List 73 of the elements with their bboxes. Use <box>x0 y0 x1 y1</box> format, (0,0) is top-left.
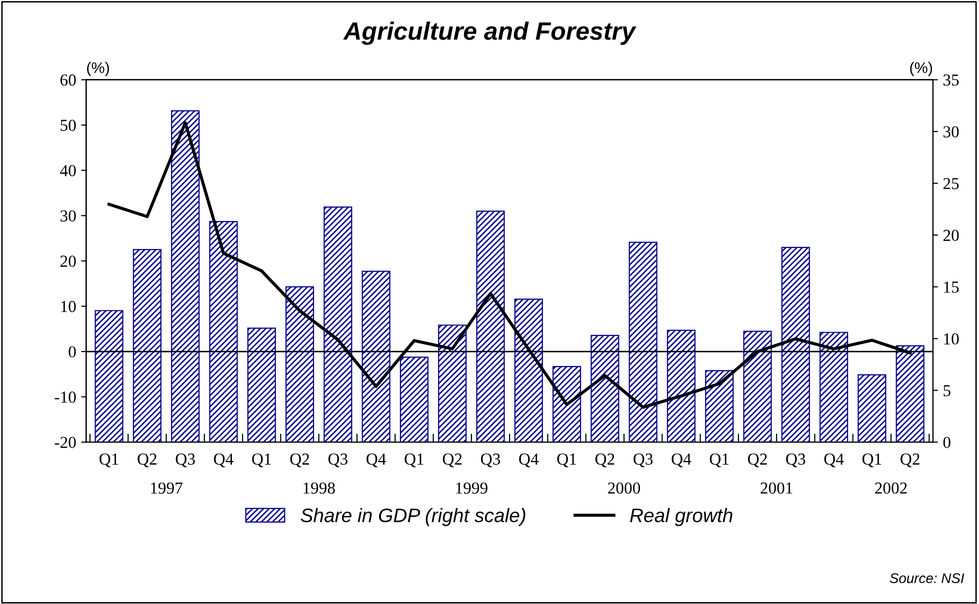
text: 2002 <box>875 482 907 494</box>
x-tick-label: Q2 <box>900 454 920 468</box>
bar <box>132 248 162 442</box>
y-tick-label: 60 <box>60 74 76 86</box>
y-tick-label: -20 <box>54 436 76 448</box>
x-tick-label: Q1 <box>404 454 424 468</box>
y-tick-label: -10 <box>54 392 76 403</box>
y-axis-title: (%) <box>87 62 109 76</box>
y-tick-label: 50 <box>60 120 76 131</box>
bar <box>705 370 734 442</box>
x-tick-label: Q4 <box>672 454 692 468</box>
bar <box>438 324 467 442</box>
x-tick-label: Q1 <box>252 454 271 468</box>
bar <box>324 206 352 442</box>
text: 2001 <box>760 482 792 494</box>
x-tick-label: Q4 <box>214 454 234 468</box>
x-tick-label: Q1 <box>557 454 576 468</box>
y2-tick-label: 10 <box>944 333 959 345</box>
x-tick-label: Q4 <box>519 454 539 468</box>
y2-tick-label: 0 <box>943 436 950 448</box>
text: 1997 <box>151 482 182 494</box>
x-tick-label: Q3 <box>176 454 195 468</box>
x-tick-label: Q3 <box>786 454 806 468</box>
legend-label: Real growth <box>630 508 732 526</box>
bar <box>896 345 924 442</box>
text: 1998 <box>304 482 335 494</box>
y2-tick-label: 15 <box>944 282 959 293</box>
bar <box>552 366 582 442</box>
legend-label: Share in GDP (right scale) <box>300 508 526 526</box>
bar <box>400 356 428 442</box>
bar <box>94 310 124 442</box>
x-tick-label: Q2 <box>138 454 156 468</box>
bar <box>666 330 696 442</box>
x-tick-label: Q2 <box>442 454 462 468</box>
bar <box>781 246 810 442</box>
y2-axis-title: (%) <box>910 62 932 76</box>
y-tick-label: 40 <box>60 165 76 176</box>
source-note: Source: NSI <box>890 573 964 584</box>
y2-tick-label: 20 <box>943 230 959 241</box>
y2-tick-label: 5 <box>944 385 950 396</box>
bar <box>514 298 543 442</box>
x-tick-label: Q3 <box>480 454 500 468</box>
text: 2000 <box>608 482 640 494</box>
x-tick-label: Q3 <box>634 454 653 468</box>
bar <box>820 332 848 442</box>
text: 1999 <box>456 482 488 494</box>
y2-tick-label: 35 <box>944 74 959 86</box>
y2-tick-label: 25 <box>943 178 959 190</box>
x-tick-label: Q3 <box>328 454 348 468</box>
x-tick-label: Q4 <box>824 454 844 468</box>
y-tick-label: 30 <box>60 210 76 222</box>
x-tick-label: Q1 <box>862 454 882 468</box>
bar <box>285 286 314 442</box>
bar <box>743 330 772 442</box>
y-tick-label: 0 <box>68 346 76 358</box>
bar <box>590 334 620 442</box>
bar <box>171 110 200 442</box>
bar <box>209 221 238 442</box>
x-tick-label: Q1 <box>100 454 118 468</box>
bar <box>476 210 505 442</box>
y-tick-label: 10 <box>61 300 76 312</box>
bar <box>362 270 390 442</box>
x-tick-label: Q2 <box>595 454 614 468</box>
x-tick-label: Q2 <box>290 454 310 468</box>
bar <box>628 242 658 442</box>
bar <box>858 374 886 442</box>
y2-tick-label: 30 <box>944 126 959 138</box>
x-tick-label: Q1 <box>710 454 729 468</box>
y-tick-label: 20 <box>60 256 76 267</box>
bar <box>247 328 276 442</box>
x-tick-label: Q4 <box>366 454 386 468</box>
chart-title: Agriculture and Forestry <box>343 22 636 45</box>
x-tick-label: Q2 <box>748 454 767 468</box>
